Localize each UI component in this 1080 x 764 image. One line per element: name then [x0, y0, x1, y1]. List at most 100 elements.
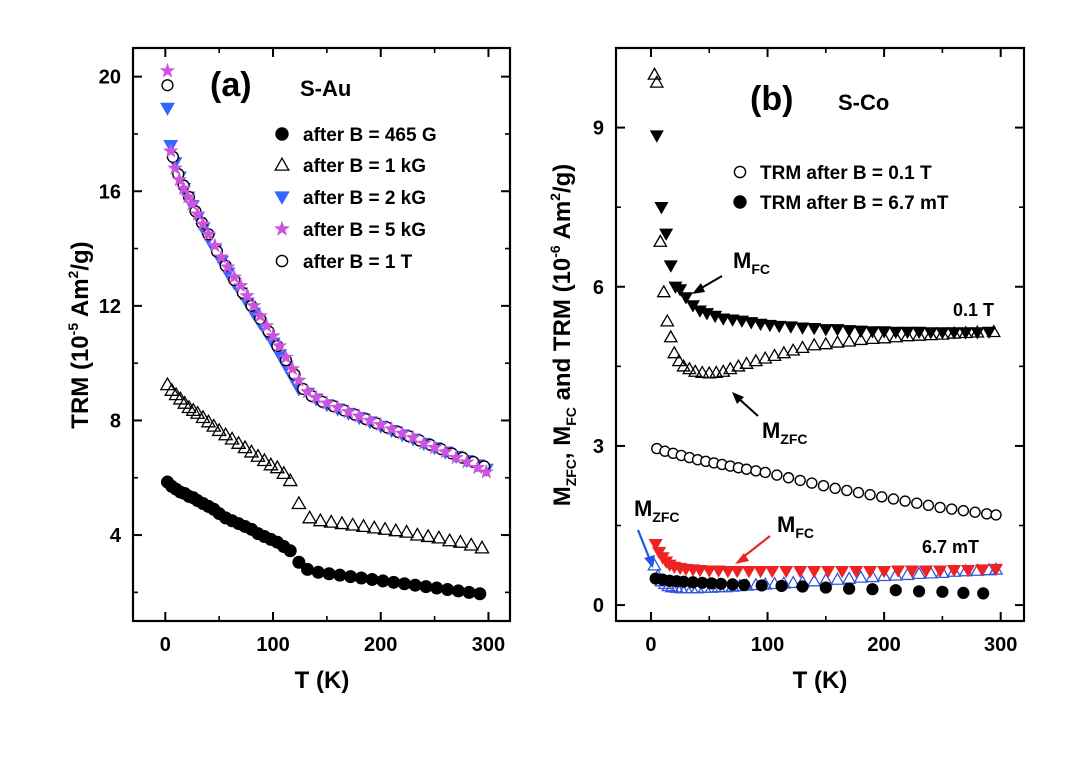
a-series-0-point-30 — [365, 572, 379, 586]
legend-a-entry-1: after B = 1 kG — [303, 156, 426, 177]
a-series-3-point-26 — [319, 395, 335, 410]
a-series-1-point-27 — [334, 515, 350, 530]
a-series-1-point-36 — [431, 530, 447, 544]
b-series-3-point-11 — [755, 579, 768, 592]
a-series-3-point-37 — [437, 443, 454, 459]
a-series-1-point-21 — [276, 465, 292, 480]
b-series-2-point-17 — [806, 477, 818, 489]
b-series-0-point-27 — [888, 326, 903, 340]
b-series-0-point-31 — [935, 327, 950, 340]
a-series-1-point-11 — [211, 422, 227, 437]
a-series-0-point-26 — [322, 567, 336, 581]
b-series-3-point-19 — [936, 585, 949, 598]
a-series-3-point-11 — [213, 248, 230, 264]
a-series-1-point-17 — [250, 448, 266, 462]
b-series-1-point-20 — [767, 348, 782, 361]
a-series-1-point-37 — [441, 532, 458, 547]
b-series-0-point-13 — [734, 315, 749, 328]
b-series-1-point-21 — [776, 345, 792, 359]
b-series-2-point-18 — [817, 480, 830, 492]
annotation-mfc-high-sub: FC — [751, 261, 770, 277]
b-series-4-point-23 — [863, 566, 878, 579]
b-series-4-point-15 — [753, 566, 768, 579]
b-series-4-point-30 — [961, 564, 976, 578]
panel-a-ylabel: TRM (10-5 Am2/g) — [65, 241, 94, 428]
b-series-1-point-5 — [663, 329, 679, 343]
a-series-3-point-7 — [189, 205, 206, 221]
panel-b-xlabel: T (K) — [793, 667, 848, 694]
b-series-5-point-30 — [876, 568, 892, 582]
a-series-1-point-22 — [282, 472, 298, 487]
panel-b-ylabel: MZFC, MFC and TRM (10-6 Am2/g) — [547, 164, 579, 507]
legend-a-entry-3: after B = 5 kG — [303, 220, 426, 241]
b-series-4-point-18 — [793, 566, 808, 579]
panel-b-ylabel-exp: -6 — [547, 245, 563, 258]
b-series-2-point-30 — [957, 504, 970, 517]
a-series-1-point-0 — [159, 376, 176, 391]
b-series-4-point-28 — [933, 565, 948, 578]
b-series-0-point-23 — [842, 325, 857, 338]
a-series-0-point-36 — [430, 581, 444, 595]
b-series-4-point-25 — [891, 565, 906, 578]
panel-b-marks — [647, 67, 1004, 600]
panel-b-label: (b) — [750, 80, 793, 118]
b-series-0-point-32 — [947, 327, 962, 340]
b-series-0-point-5 — [673, 284, 688, 297]
annotation-mzfc-low: MZFC — [634, 496, 680, 568]
annotation-field-low: 6.7 mT — [922, 537, 979, 557]
panel-a-frame — [131, 46, 512, 623]
b-series-4-point-32 — [989, 563, 1004, 577]
panel-b-ylabel-exp2: 2 — [547, 193, 563, 201]
a-series-1-point-40 — [474, 540, 490, 554]
legend-a-marker-0-shape — [275, 127, 289, 141]
b-series-0-point-25 — [865, 326, 880, 339]
b-series-1-point-9 — [682, 361, 697, 375]
a-ytick-label-1: 8 — [110, 410, 121, 432]
panel-b-ylabel-m1: M — [549, 486, 576, 506]
a-series-3-point-4 — [175, 180, 192, 196]
panel-a-marks — [159, 62, 495, 601]
legend-b-entry-0: TRM after B = 0.1 T — [760, 163, 932, 184]
legend-a-marker-1 — [274, 156, 290, 171]
annotation-mzfc-high: MZFC — [732, 392, 808, 447]
b-series-1-point-8 — [676, 358, 691, 372]
a-series-3-point-2 — [167, 160, 183, 176]
legend-a-marker-1-shape — [274, 156, 290, 171]
panel-a-ylabel-exp: -5 — [65, 323, 81, 336]
b-series-4-point-13 — [730, 566, 745, 579]
legend-b-marker-0 — [733, 165, 747, 179]
b-series-4-point-19 — [807, 566, 822, 579]
b-series-4-point-10 — [702, 565, 717, 578]
annotation-mzfc-low-sub: ZFC — [652, 509, 679, 525]
a-series-2-point-0 — [160, 102, 175, 116]
a-ytick-label-0: 4 — [110, 525, 122, 547]
panel-a-ylabel-main: TRM (10 — [67, 335, 94, 428]
b-series-1-point-25 — [818, 336, 834, 350]
a-series-0-point-22 — [283, 544, 297, 558]
a-series-3-point-33 — [394, 425, 411, 441]
b-series-0-point-2 — [659, 228, 674, 241]
b-series-4-point-29 — [947, 564, 962, 578]
a-series-3-point-22 — [284, 360, 301, 376]
a-series-0-point-29 — [354, 571, 368, 585]
annotation-mzfc-high-m: M — [762, 418, 780, 443]
b-series-1-point-22 — [785, 342, 801, 356]
b-series-3-point-20 — [957, 586, 970, 599]
b-series-4-point-22 — [849, 566, 864, 579]
b-series-4-point-31 — [975, 564, 990, 577]
a-series-1-point-32 — [388, 522, 404, 537]
a-series-3-point-9 — [200, 225, 217, 241]
b-series-1-point-26 — [830, 334, 845, 348]
b-series-3-point-12 — [775, 579, 788, 593]
a-series-0-point-32 — [387, 575, 401, 589]
b-series-5-point-28 — [853, 570, 869, 583]
annotation-mfc-low-arrow — [741, 535, 771, 559]
a-xtick-label-3: 300 — [472, 634, 505, 656]
panel-a-legend: after B = 465 G after B = 1 kG after B =… — [273, 125, 437, 273]
b-series-3-point-21 — [977, 587, 990, 600]
a-series-3-point-13 — [226, 268, 243, 284]
a-series-1-point-33 — [398, 524, 415, 538]
annotation-mfc-low-m: M — [777, 512, 795, 537]
a-xtick-label-0: 0 — [160, 634, 171, 656]
legend-b-marker-1-shape — [733, 195, 747, 209]
